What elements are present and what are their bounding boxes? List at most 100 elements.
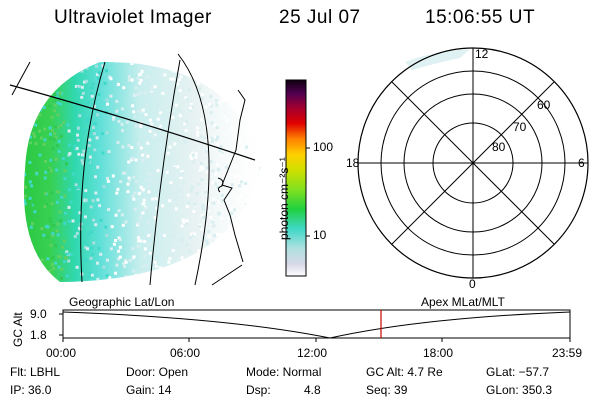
gc-alt-info: GC Alt: 4.7 Re xyxy=(366,365,443,379)
image-pixel xyxy=(96,198,100,202)
image-pixel xyxy=(148,251,152,255)
image-pixel xyxy=(76,138,80,142)
image-pixel xyxy=(85,66,89,70)
image-pixel xyxy=(58,65,62,69)
image-pixel xyxy=(39,108,43,112)
image-pixel xyxy=(133,93,137,97)
image-pixel xyxy=(75,265,79,269)
image-pixel xyxy=(244,207,248,210)
image-pixel xyxy=(43,127,47,131)
ip-info: IP: 36.0 xyxy=(10,383,52,397)
image-pixel xyxy=(153,221,157,225)
image-pixel xyxy=(69,200,73,204)
image-pixel xyxy=(84,62,88,66)
image-pixel xyxy=(190,185,194,189)
door-info: Door: Open xyxy=(126,365,189,379)
image-pixel xyxy=(56,144,59,148)
image-pixel xyxy=(91,61,95,65)
image-pixel xyxy=(209,104,213,108)
image-pixel xyxy=(27,92,31,96)
image-pixel xyxy=(31,222,34,226)
image-pixel xyxy=(108,276,112,280)
image-pixel xyxy=(81,91,85,95)
image-pixel xyxy=(238,81,242,85)
image-pixel xyxy=(165,102,169,105)
image-pixel xyxy=(53,92,57,96)
image-pixel xyxy=(114,213,118,217)
image-pixel xyxy=(215,233,219,236)
image-pixel xyxy=(68,152,72,156)
image-pixel xyxy=(117,257,121,261)
image-pixel xyxy=(99,252,103,256)
image-pixel xyxy=(55,168,59,172)
image-pixel xyxy=(147,221,151,224)
image-pixel xyxy=(142,198,146,202)
image-pixel xyxy=(234,165,238,169)
image-pixel xyxy=(220,193,224,197)
image-pixel xyxy=(194,155,198,159)
image-pixel xyxy=(215,88,219,92)
image-pixel xyxy=(218,148,222,152)
image-pixel xyxy=(80,159,84,163)
image-pixel xyxy=(72,102,76,106)
image-pixel xyxy=(59,134,63,138)
image-pixel xyxy=(104,225,108,229)
image-pixel xyxy=(184,120,188,124)
image-pixel xyxy=(115,191,119,195)
dsp-value: 4.8 xyxy=(304,383,321,397)
image-pixel xyxy=(252,158,256,162)
image-pixel xyxy=(29,204,33,208)
image-pixel xyxy=(149,286,152,289)
image-pixel xyxy=(134,274,138,278)
altitude-timeline xyxy=(59,309,571,342)
image-pixel xyxy=(173,142,177,146)
image-pixel xyxy=(55,95,59,99)
image-pixel xyxy=(101,151,105,155)
image-pixel xyxy=(259,208,262,212)
image-pixel xyxy=(188,249,191,253)
image-pixel xyxy=(249,241,252,244)
image-pixel xyxy=(54,261,58,265)
image-pixel xyxy=(49,158,53,162)
image-pixel xyxy=(198,169,202,173)
image-pixel xyxy=(32,132,36,136)
image-pixel xyxy=(50,128,54,132)
image-pixel xyxy=(42,106,46,109)
image-pixel xyxy=(27,279,31,282)
image-pixel xyxy=(218,232,222,236)
image-pixel xyxy=(24,173,27,176)
timeline-right-label: Apex MLat/MLT xyxy=(421,295,505,309)
image-pixel xyxy=(46,225,50,229)
image-pixel xyxy=(35,116,39,120)
image-pixel xyxy=(203,63,207,67)
image-pixel xyxy=(62,239,66,243)
image-pixel xyxy=(214,172,218,176)
image-pixel xyxy=(156,123,160,127)
polar-lat-70: 70 xyxy=(513,120,527,134)
image-pixel xyxy=(24,190,28,194)
image-pixel xyxy=(29,225,33,229)
image-pixel xyxy=(141,159,145,162)
image-pixel xyxy=(239,103,243,106)
image-pixel xyxy=(178,114,182,118)
image-pixel xyxy=(43,176,47,180)
image-pixel xyxy=(24,169,25,173)
image-pixel xyxy=(170,137,174,141)
image-pixel xyxy=(120,122,124,126)
image-pixel xyxy=(163,234,167,237)
image-pixel xyxy=(155,206,159,210)
image-pixel xyxy=(217,212,221,216)
image-pixel xyxy=(59,102,62,106)
image-pixel xyxy=(178,238,182,242)
image-pixel xyxy=(51,234,55,238)
image-pixel xyxy=(159,251,163,255)
image-pixel xyxy=(225,118,229,122)
image-pixel xyxy=(220,283,223,286)
image-pixel xyxy=(152,212,156,216)
image-pixel xyxy=(33,85,37,89)
image-pixel xyxy=(105,98,109,102)
image-pixel xyxy=(106,179,110,183)
image-pixel xyxy=(204,190,208,194)
image-pixel xyxy=(76,86,80,90)
image-pixel xyxy=(208,279,212,282)
